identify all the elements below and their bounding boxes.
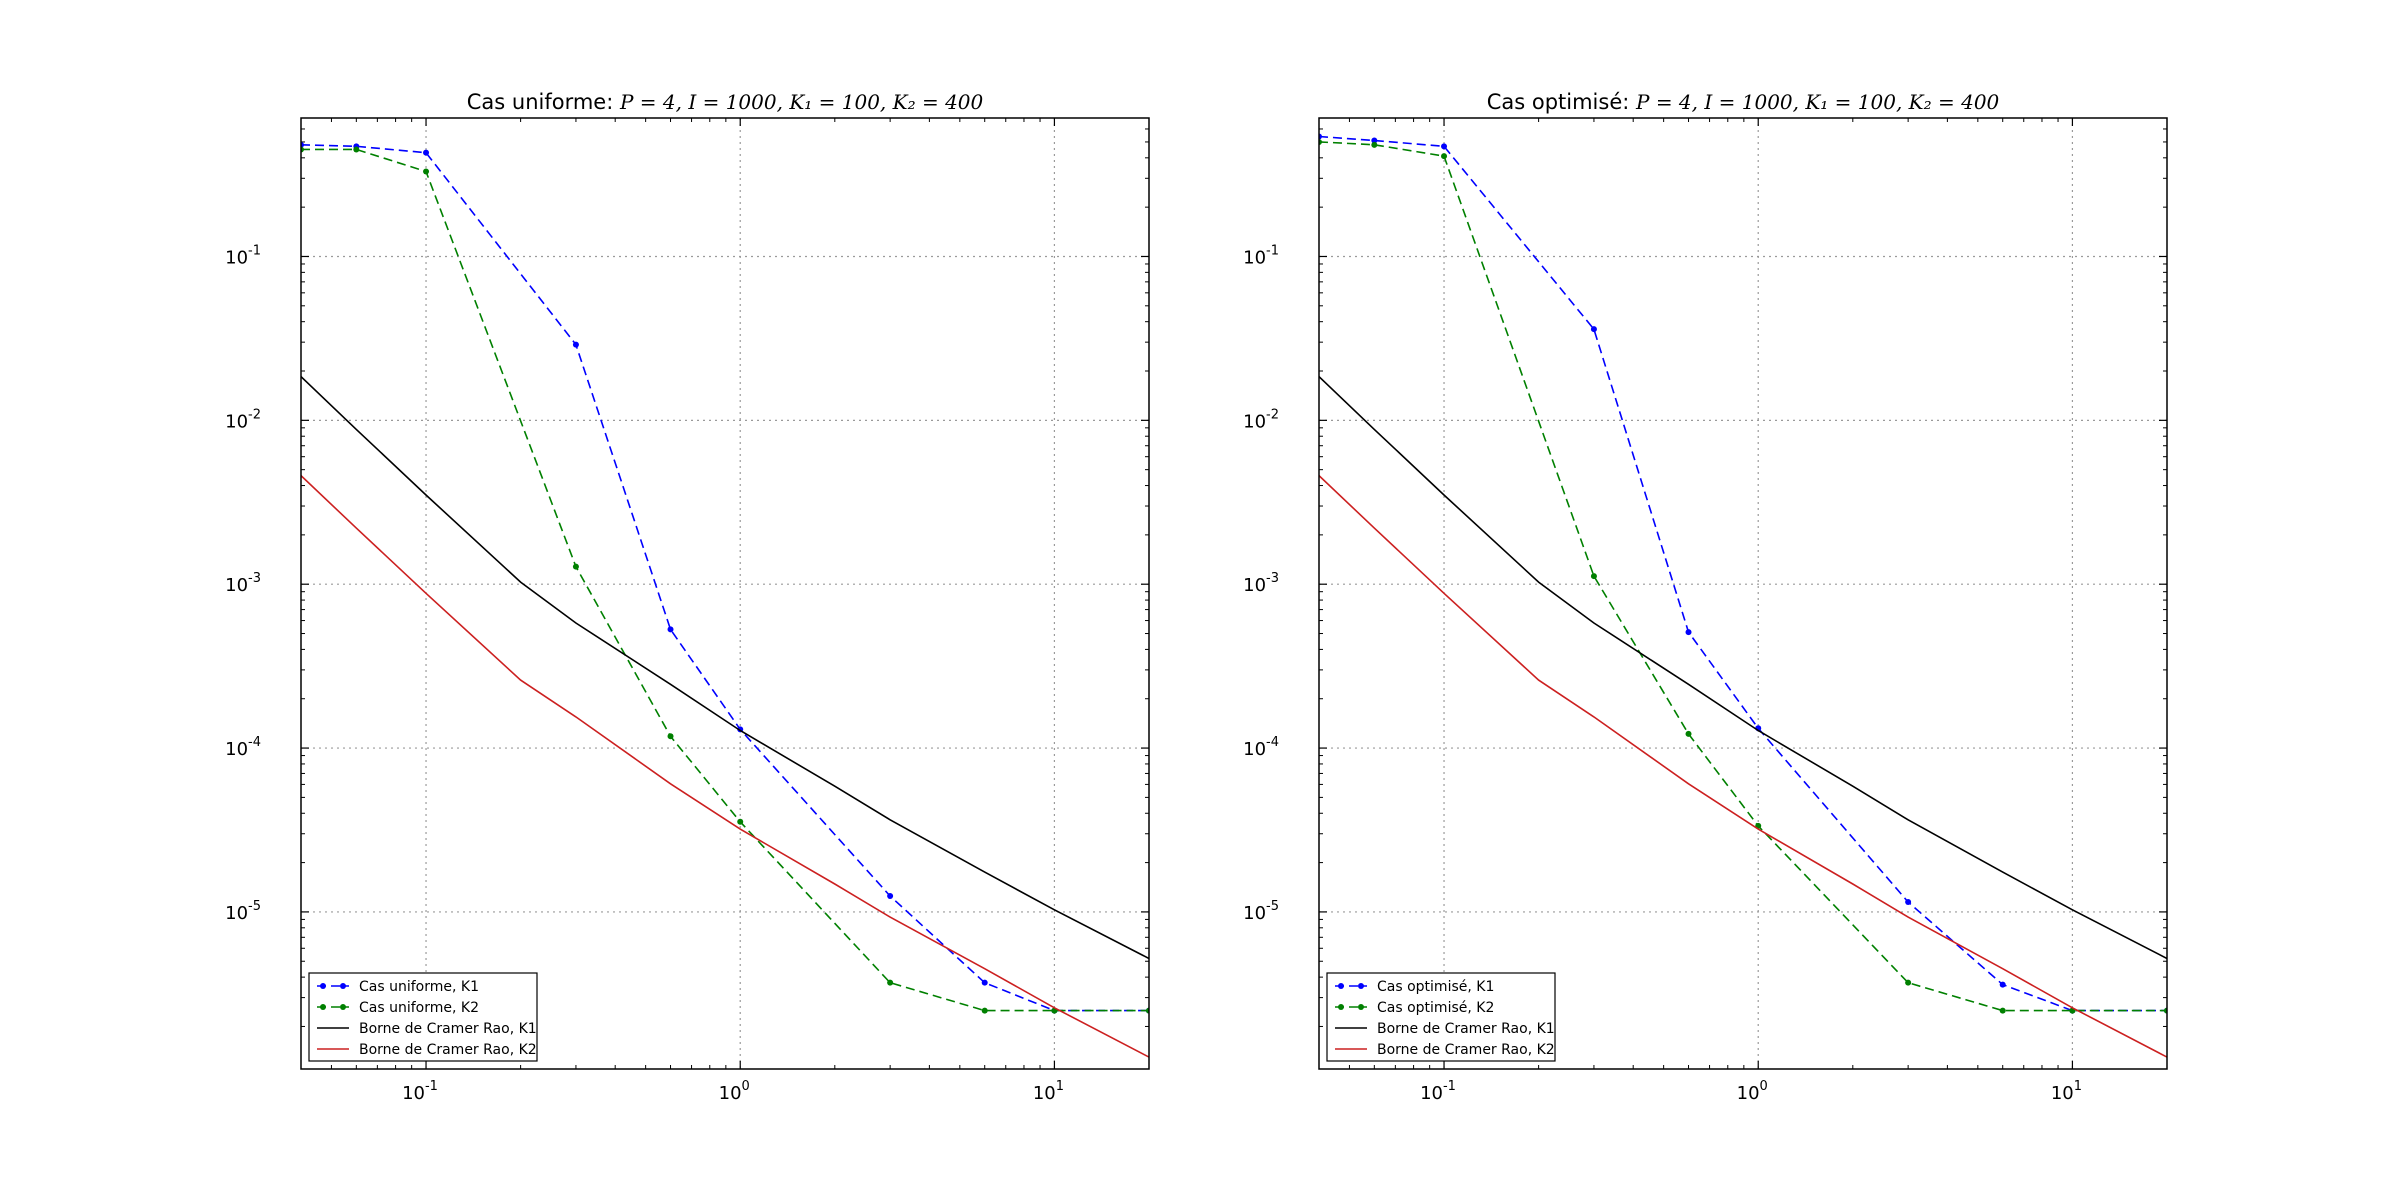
series-line-2 bbox=[301, 148, 1149, 1012]
data-point bbox=[1590, 573, 1597, 580]
y-tick-label: 10-1 bbox=[1243, 243, 1279, 268]
plot-area bbox=[1319, 118, 2167, 1069]
legend-label: Borne de Cramer Rao, K1 bbox=[1377, 1021, 1555, 1037]
chart-title: Cas uniforme: P = 4, I = 1000, K₁ = 100,… bbox=[467, 90, 984, 114]
legend-label: Borne de Cramer Rao, K2 bbox=[359, 1042, 537, 1058]
data-point bbox=[1905, 979, 1912, 986]
x-tick-label: 10-1 bbox=[1420, 1079, 1456, 1104]
data-point bbox=[1999, 981, 2006, 988]
data-point bbox=[737, 818, 744, 825]
y-tick-label: 10-5 bbox=[1243, 899, 1279, 924]
y-tick-label: 10-3 bbox=[1243, 571, 1279, 596]
chart-panel-1: 10-1 100 101 10-1 10-2 10-3 10-4 10-5 Cas unifor… bbox=[225, 90, 1150, 1104]
data-point bbox=[1590, 326, 1597, 333]
data-point bbox=[981, 979, 988, 986]
axes-frame bbox=[300, 117, 1150, 1070]
chart-title: Cas optimisé: P = 4, I = 1000, K₁ = 100,… bbox=[1487, 90, 2000, 114]
x-tick-label: 10-1 bbox=[402, 1079, 438, 1104]
data-point bbox=[1905, 898, 1912, 905]
data-point bbox=[981, 1007, 988, 1014]
data-point bbox=[887, 893, 894, 900]
y-tick-label: 10-4 bbox=[1243, 735, 1279, 760]
series-line-4 bbox=[301, 475, 1149, 1058]
series-layer bbox=[301, 141, 1149, 1058]
legend-label: Cas optimisé, K1 bbox=[1377, 979, 1494, 995]
x-tick-label: 100 bbox=[719, 1079, 750, 1104]
legend-label: Borne de Cramer Rao, K2 bbox=[1377, 1042, 1555, 1058]
data-point bbox=[1685, 730, 1692, 737]
series-line-1 bbox=[1319, 135, 2167, 1012]
y-tick-label: 10-4 bbox=[225, 735, 261, 760]
y-tick-label: 10-2 bbox=[225, 407, 261, 432]
legend-label: Cas uniforme, K1 bbox=[359, 979, 479, 995]
series-line-1 bbox=[301, 144, 1149, 1012]
x-tick-label: 101 bbox=[1033, 1079, 1064, 1104]
data-point bbox=[1371, 141, 1378, 148]
data-point bbox=[1999, 1007, 2006, 1014]
series-line-3 bbox=[301, 376, 1149, 960]
data-point bbox=[1371, 137, 1378, 144]
chart-panel-2: 10-1 100 101 10-1 10-2 10-3 10-4 10-5 Cas optimi… bbox=[1243, 90, 2168, 1104]
data-point bbox=[572, 341, 579, 348]
legend: Cas optimisé, K1 Cas optimisé, K2 Borne de… bbox=[1326, 972, 1556, 1062]
data-point bbox=[423, 168, 430, 175]
plot-area bbox=[301, 118, 1149, 1069]
x-tick-label: 100 bbox=[1737, 1079, 1768, 1104]
legend: Cas uniforme, K1 Cas uniforme, K2 Borne de… bbox=[308, 972, 538, 1062]
data-point bbox=[887, 979, 894, 986]
data-point bbox=[572, 563, 579, 570]
data-point bbox=[667, 626, 674, 633]
axes-frame bbox=[1318, 117, 2168, 1070]
data-point bbox=[353, 146, 360, 153]
data-point bbox=[667, 733, 674, 740]
series-line-3 bbox=[1319, 376, 2167, 960]
data-point bbox=[1441, 153, 1448, 160]
series-line-2 bbox=[1319, 141, 2167, 1012]
y-tick-label: 10-2 bbox=[1243, 407, 1279, 432]
y-tick-label: 10-3 bbox=[225, 571, 261, 596]
series-layer bbox=[1319, 133, 2167, 1058]
y-tick-label: 10-5 bbox=[225, 899, 261, 924]
legend-label: Cas uniforme, K2 bbox=[359, 1000, 479, 1016]
x-tick-label: 101 bbox=[2051, 1079, 2082, 1104]
data-point bbox=[1685, 629, 1692, 636]
data-point bbox=[423, 149, 430, 156]
y-tick-label: 10-1 bbox=[225, 243, 261, 268]
data-point bbox=[1441, 143, 1448, 150]
legend-label: Cas optimisé, K2 bbox=[1377, 1000, 1494, 1016]
legend-label: Borne de Cramer Rao, K1 bbox=[359, 1021, 537, 1037]
series-line-4 bbox=[1319, 475, 2167, 1058]
